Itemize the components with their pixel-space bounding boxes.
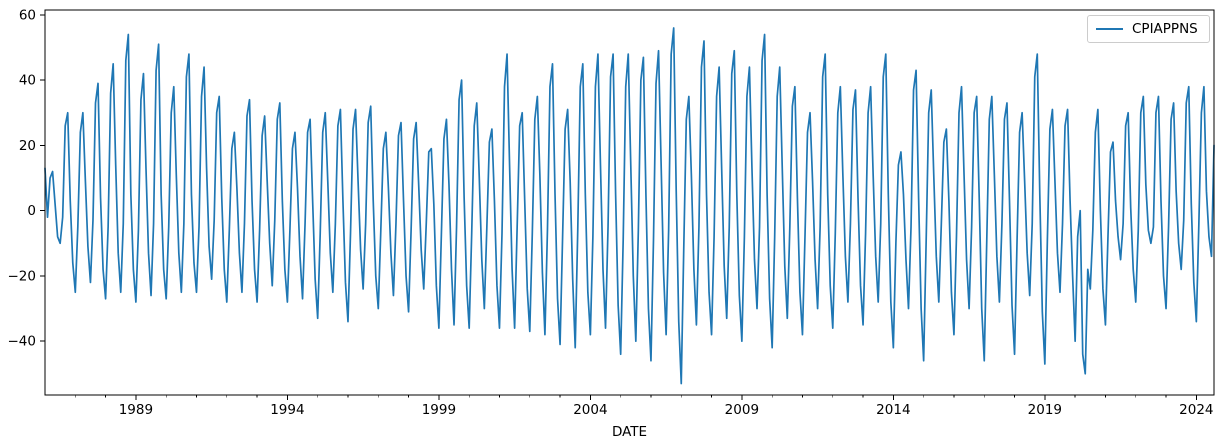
x-axis-tick-label: 2019 bbox=[1028, 402, 1062, 418]
legend: CPIAPPNS bbox=[1087, 15, 1210, 43]
y-axis-tick-label: 40 bbox=[19, 73, 36, 89]
legend-line-sample bbox=[1096, 28, 1123, 30]
legend-label: CPIAPPNS bbox=[1132, 21, 1198, 37]
x-axis-tick-label: 1989 bbox=[119, 402, 153, 418]
y-axis-tick-label: 60 bbox=[19, 7, 36, 23]
x-axis-tick-label: 1999 bbox=[422, 402, 456, 418]
axes-spines bbox=[44, 9, 1215, 396]
x-axis-tick-label: 2004 bbox=[573, 402, 607, 418]
y-axis-tick-label: −40 bbox=[8, 334, 37, 350]
data-series-line bbox=[44, 27, 1215, 385]
y-axis-tick-label: −20 bbox=[8, 268, 37, 284]
x-axis-tick-label: 1994 bbox=[270, 402, 304, 418]
x-axis-tick-label: 2024 bbox=[1179, 402, 1213, 418]
x-axis-label: DATE bbox=[611, 424, 648, 440]
y-axis-tick-label: 20 bbox=[19, 138, 36, 154]
x-axis-tick-label: 2014 bbox=[876, 402, 910, 418]
x-axis-tick-label: 2009 bbox=[725, 402, 759, 418]
y-axis-tick-label: 0 bbox=[27, 203, 36, 219]
